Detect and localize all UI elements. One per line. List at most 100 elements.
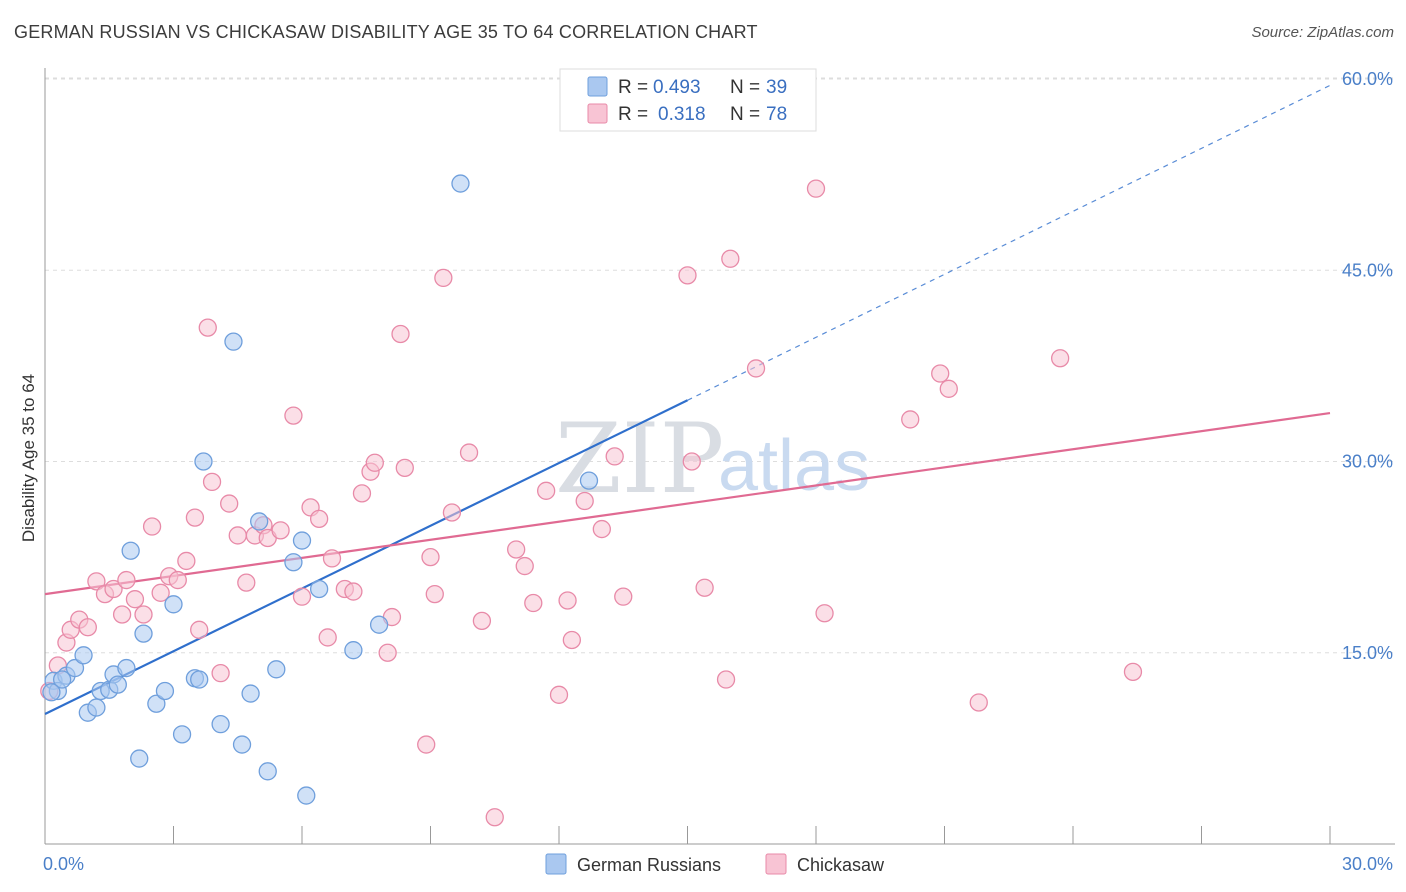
german-russians-point-14 — [134, 624, 153, 643]
german-russians-trend-line — [44, 399, 688, 715]
watermark-atlas: atlas — [718, 426, 870, 506]
chickasaw-point-30 — [284, 406, 303, 425]
legend-r-value-1: 0.493 — [653, 77, 701, 98]
legend-n-label-2: N = — [730, 104, 760, 125]
german-russians-point-16 — [155, 681, 175, 701]
chickasaw-point-34 — [318, 628, 337, 647]
legend-swatch-pink — [587, 103, 608, 124]
chickasaw-point-64 — [678, 266, 697, 285]
chickasaw-point-75 — [969, 693, 988, 712]
chickasaw-point-63 — [614, 587, 633, 606]
chickasaw-trend-line — [44, 411, 1331, 596]
chickasaw-point-69 — [746, 359, 766, 378]
german-russians-point-24 — [232, 735, 252, 754]
german-russians-point-20 — [190, 670, 209, 689]
chickasaw-point-68 — [721, 249, 740, 268]
chickasaw-point-77 — [1123, 662, 1143, 682]
chickasaw-point-52 — [485, 808, 504, 827]
chickasaw-point-73 — [931, 364, 950, 383]
chickasaw-point-25 — [237, 573, 256, 592]
data-points — [40, 174, 1143, 827]
german-russians-point-27 — [258, 762, 277, 781]
legend: R = 0.493 N = 39 R = 0.318 N = 78 — [559, 68, 817, 132]
chickasaw-point-37 — [344, 582, 363, 601]
chickasaw-point-9 — [112, 605, 132, 624]
chickasaw-point-23 — [220, 494, 239, 513]
axes — [44, 68, 1395, 845]
chickasaw-point-6 — [87, 572, 106, 591]
chickasaw-point-65 — [682, 452, 701, 471]
german-russians-point-13 — [130, 749, 149, 768]
german-russians-point-23 — [224, 332, 243, 351]
legend-n-value-2: 78 — [766, 104, 787, 125]
chickasaw-point-12 — [134, 605, 153, 624]
chart-title: GERMAN RUSSIAN VS CHICKASAW DISABILITY A… — [14, 22, 758, 42]
chickasaw-point-57 — [549, 685, 569, 704]
chickasaw-point-62 — [605, 447, 624, 466]
chickasaw-point-14 — [151, 583, 170, 602]
german-russians-point-37 — [52, 670, 72, 689]
chickasaw-point-17 — [177, 551, 196, 571]
german-russians-point-32 — [309, 579, 329, 599]
german-russians-point-38 — [42, 683, 61, 702]
chickasaw-point-70 — [806, 179, 826, 198]
chickasaw-point-50 — [459, 443, 479, 462]
chickasaw-point-61 — [592, 519, 611, 539]
german-russians-point-15 — [147, 694, 166, 713]
legend-n-value-1: 39 — [766, 77, 787, 98]
chickasaw-point-40 — [365, 453, 384, 472]
german-russians-point-4 — [74, 646, 93, 665]
german-russians-point-21 — [194, 452, 213, 471]
legend-r-label-2: R = — [618, 104, 648, 125]
source-credit: Source: ZipAtlas.com — [1251, 24, 1394, 41]
chickasaw-point-51 — [472, 611, 492, 631]
chickasaw-point-72 — [901, 410, 920, 429]
german-russians-point-26 — [250, 512, 269, 531]
german-russians-point-10 — [108, 675, 127, 694]
german-russians-point-11 — [117, 658, 136, 678]
chickasaw-point-71 — [815, 604, 834, 623]
chickasaw-point-60 — [575, 491, 594, 511]
german-russians-point-18 — [172, 725, 192, 744]
y-tick-label-3: 60.0% — [1342, 69, 1393, 89]
chickasaw-point-46 — [421, 547, 440, 567]
chickasaw-point-24 — [228, 526, 247, 545]
watermark: ZIP atlas — [555, 403, 870, 515]
chickasaw-point-56 — [537, 481, 556, 500]
chickasaw-point-76 — [1051, 349, 1070, 368]
german-russians-point-34 — [369, 615, 389, 634]
y-tick-label-2: 45.0% — [1342, 260, 1393, 280]
chickasaw-point-54 — [515, 556, 534, 576]
y-tick-labels: 15.0% 30.0% 45.0% 60.0% — [1342, 69, 1393, 663]
german-russians-point-36 — [579, 471, 599, 490]
legend-r-value-2: 0.318 — [658, 104, 706, 125]
legend-swatch-blue — [587, 76, 608, 97]
chickasaw-point-38 — [352, 484, 372, 503]
chickasaw-point-20 — [198, 318, 217, 337]
chickasaw-point-47 — [425, 584, 444, 604]
chickasaw-point-45 — [417, 735, 436, 754]
y-axis-label: Disability Age 35 to 64 — [19, 374, 38, 542]
chickasaw-point-74 — [939, 379, 958, 398]
legend-n-label-1: N = — [730, 77, 760, 98]
x-tick-label-1: 30.0% — [1342, 854, 1393, 874]
chickasaw-point-19 — [190, 620, 209, 639]
chickasaw-point-22 — [211, 664, 230, 683]
chickasaw-point-49 — [442, 503, 462, 522]
chickasaw-point-44 — [395, 458, 414, 478]
german-russians-point-22 — [211, 715, 230, 734]
german-russians-trend-extension — [687, 84, 1331, 401]
chickasaw-point-31 — [292, 587, 312, 606]
chickasaw-point-35 — [322, 549, 342, 568]
chickasaw-point-43 — [391, 324, 410, 344]
chickasaw-point-18 — [185, 508, 205, 527]
chickasaw-point-48 — [434, 268, 453, 288]
chickasaw-point-59 — [562, 630, 581, 650]
chickasaw-point-58 — [558, 591, 577, 610]
bottom-legend-swatch-pink — [765, 853, 787, 875]
chickasaw-point-8 — [104, 579, 123, 599]
x-tick-label-0: 0.0% — [43, 854, 84, 874]
chickasaw-point-16 — [168, 570, 187, 590]
german-russians-point-30 — [292, 531, 312, 550]
german-russians-point-6 — [87, 698, 106, 717]
